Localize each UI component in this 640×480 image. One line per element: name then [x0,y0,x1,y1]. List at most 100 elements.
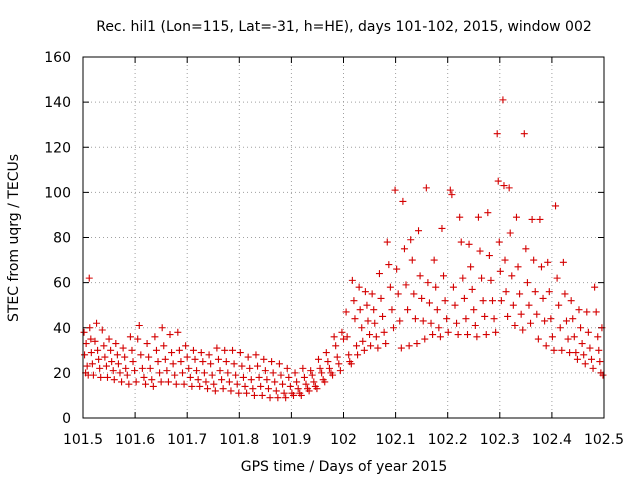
data-point [318,369,326,377]
data-point [310,378,318,386]
data-point [581,360,589,368]
axis-ticks: 101.5 101.6 101.7 101.8 101.9 102 102.1 102.2 10… [44,50,624,448]
data-point [451,301,459,309]
data-point [523,279,531,287]
data-point [271,378,279,386]
x-tick-label: 102.2 [428,432,468,448]
data-point [527,319,535,327]
data-point [325,364,333,372]
data-point [146,364,154,372]
data-point [595,346,603,354]
data-point [101,353,109,361]
data-point [255,373,263,381]
data-point [347,360,355,368]
data-point [366,331,374,339]
data-point [316,364,324,372]
data-point [388,306,396,314]
data-point [566,349,574,357]
data-point [586,344,594,352]
data-point [548,333,556,341]
data-point [501,256,509,264]
data-point [202,378,210,386]
data-point [332,342,340,350]
data-point [390,324,398,332]
data-point [413,340,421,348]
data-point [592,308,600,316]
data-point [227,387,235,395]
data-point [183,353,191,361]
x-tick-label: 102.5 [584,432,624,448]
x-tick-label: 101.8 [219,432,259,448]
data-point [96,364,104,372]
data-point [88,360,96,368]
data-markers [80,96,607,402]
data-point [580,351,588,359]
data-point [508,272,516,280]
y-tick-label: 160 [44,50,71,66]
data-point [182,342,190,350]
data-point [145,353,153,361]
data-point [208,371,216,379]
data-point [512,213,520,221]
data-point [252,351,260,359]
data-point [163,367,171,375]
data-point [495,238,503,246]
data-point [305,387,313,395]
x-tick-label: 102 [330,432,357,448]
data-point [86,324,94,332]
data-point [83,362,91,370]
data-point [132,378,140,386]
data-point [89,371,97,379]
data-point [492,328,500,336]
data-point [207,360,215,368]
data-point [110,376,118,384]
data-point [254,362,262,370]
data-point [547,315,555,323]
data-point [377,294,385,302]
y-tick-label: 60 [53,276,71,292]
data-point [356,306,364,314]
data-point [505,184,513,192]
data-point [108,358,116,366]
data-point [297,391,305,399]
data-point [81,351,89,359]
data-point [180,380,188,388]
plot-area-frame [82,56,605,419]
y-tick-label: 0 [62,411,71,427]
data-point [494,177,502,185]
data-point [80,328,88,336]
data-point [440,272,448,280]
data-point [308,371,316,379]
data-point [169,360,177,368]
data-point [448,191,456,199]
data-point [438,224,446,232]
data-point [500,182,508,190]
data-point [370,306,378,314]
data-point [386,283,394,291]
data-point [584,328,592,336]
data-point [149,382,157,390]
data-point [473,333,481,341]
data-point [382,340,390,348]
data-point [171,371,179,379]
data-point [430,256,438,264]
data-point [340,335,347,343]
data-point [258,391,266,399]
data-point [338,328,346,336]
data-point [474,213,482,221]
data-point [302,380,310,388]
data-point [330,333,338,341]
data-point [553,274,561,282]
data-point [224,369,232,377]
data-point [113,351,121,359]
data-point [188,382,196,390]
data-point [335,360,343,368]
data-point [520,130,528,138]
data-point [125,380,133,388]
data-point [243,389,251,397]
data-point [204,385,212,393]
data-point [294,385,302,393]
data-point [367,342,375,350]
data-point [179,369,187,377]
